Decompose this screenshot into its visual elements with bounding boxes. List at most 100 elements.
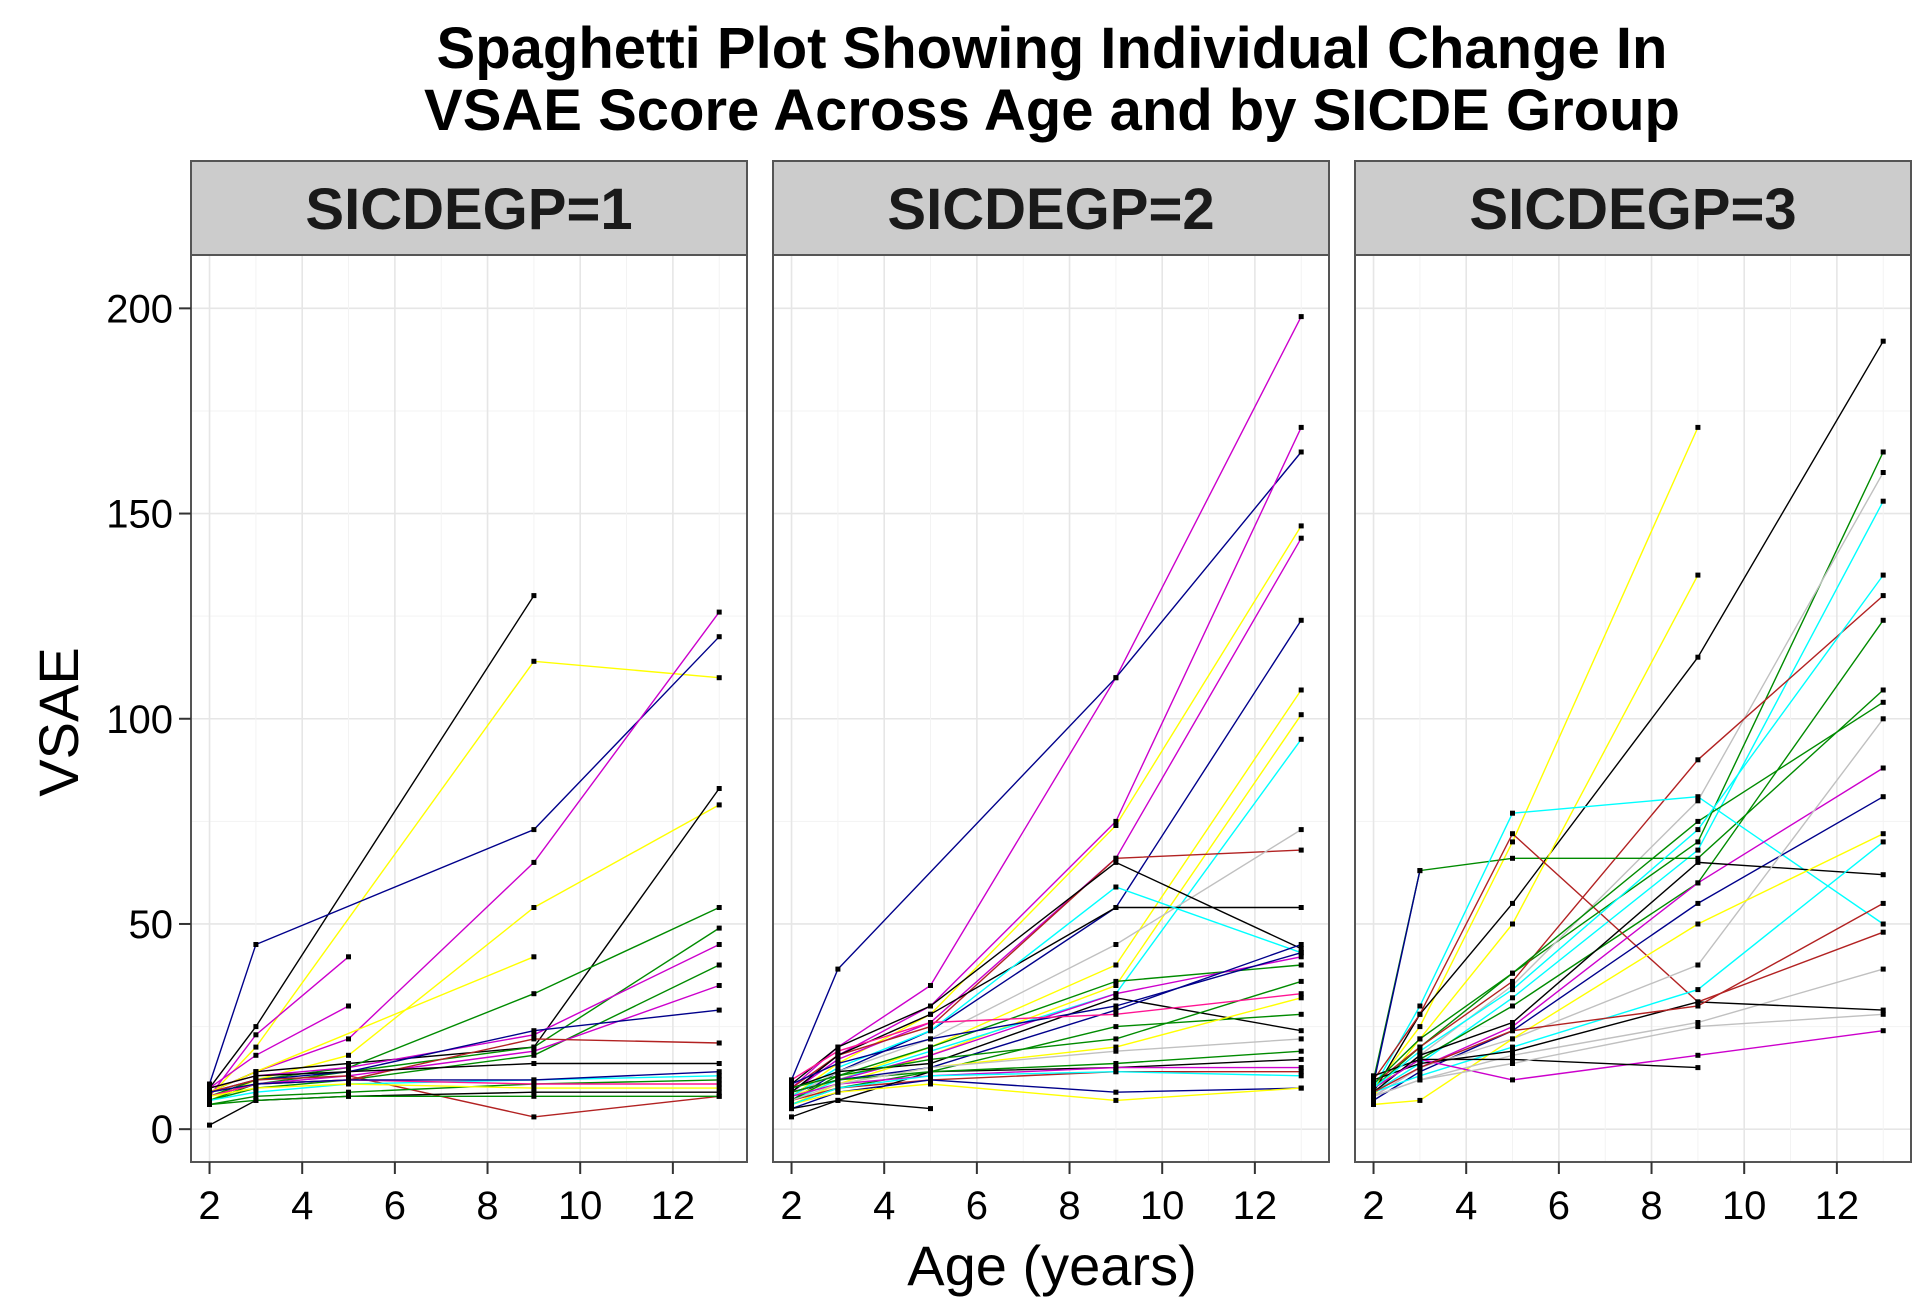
data-point (1695, 855, 1701, 861)
data-point (1298, 1056, 1304, 1062)
data-point (531, 1089, 537, 1095)
data-point (253, 1052, 259, 1058)
data-point (1510, 995, 1515, 1001)
data-point (1298, 946, 1304, 952)
data-point (1695, 757, 1701, 763)
data-point (1298, 942, 1304, 947)
data-point (716, 802, 722, 808)
data-point (1695, 987, 1701, 993)
data-point (1298, 1069, 1304, 1075)
data-point (531, 1093, 537, 1099)
data-point (1510, 987, 1515, 993)
data-point (1695, 962, 1701, 968)
data-point (1880, 716, 1886, 722)
x-tick-label: 12 (1233, 1184, 1278, 1228)
y-axis: 0 50 100 150 200 (106, 287, 191, 1152)
data-point (928, 1073, 933, 1079)
data-point (253, 942, 259, 947)
data-point (1298, 962, 1304, 968)
data-point (716, 1081, 722, 1087)
data-point (1371, 1089, 1376, 1095)
data-point (531, 954, 537, 960)
data-point (1880, 831, 1886, 837)
x-tick-label: 12 (1815, 1184, 1860, 1228)
data-point (1695, 818, 1701, 824)
data-point (1298, 736, 1304, 742)
data-point (835, 1085, 841, 1091)
data-point (1113, 1097, 1119, 1103)
facet-panel: SICDEGP=3 2 4 6 8 10 12 (1354, 160, 1912, 1228)
series-line (1372, 427, 1699, 1089)
data-point (1880, 1011, 1886, 1017)
data-point (1371, 1097, 1376, 1103)
data-point (207, 1081, 212, 1087)
data-point (1371, 1093, 1376, 1099)
data-point (1298, 1048, 1304, 1054)
data-point (928, 1028, 933, 1034)
data-point (835, 1044, 841, 1050)
data-point (835, 1081, 841, 1087)
data-point (1510, 978, 1515, 984)
x-tick-label: 10 (1140, 1184, 1185, 1228)
data-point (253, 1044, 259, 1050)
data-point (1113, 1065, 1119, 1071)
data-point (928, 1011, 933, 1017)
data-point (1298, 847, 1304, 853)
data-point (835, 1065, 841, 1071)
data-point (716, 1061, 722, 1066)
data-point (531, 1077, 537, 1083)
data-point (1695, 1024, 1701, 1030)
data-point (789, 1089, 794, 1095)
data-point (531, 827, 537, 833)
data-point (1417, 1024, 1423, 1030)
y-tick-label: 150 (106, 493, 173, 537)
data-point (1695, 847, 1701, 853)
data-point (1113, 1089, 1119, 1095)
data-point (928, 1052, 933, 1058)
data-point (1113, 859, 1119, 865)
data-point (928, 1069, 933, 1075)
data-point (1417, 1077, 1423, 1083)
panel-border (772, 254, 1330, 1163)
data-point (928, 1036, 933, 1042)
data-point (1417, 1052, 1423, 1058)
data-point (1113, 884, 1119, 890)
data-point (531, 1052, 537, 1058)
data-point (1417, 1048, 1423, 1054)
data-point (1298, 712, 1304, 718)
x-tick-label: 6 (966, 1184, 988, 1228)
data-point (531, 1048, 537, 1054)
data-point (207, 1093, 212, 1099)
data-point (716, 1007, 722, 1013)
data-point (1510, 921, 1515, 927)
x-axis-title: Age (years) (907, 1234, 1196, 1297)
points-group (789, 314, 1304, 1120)
data-point (346, 1093, 351, 1099)
data-point (1510, 1048, 1515, 1054)
x-tick-label: 6 (1548, 1184, 1570, 1228)
data-point (346, 1081, 351, 1087)
data-point (1298, 1065, 1304, 1071)
x-tick-label: 8 (1058, 1184, 1080, 1228)
data-point (1695, 999, 1701, 1005)
x-tick-label: 2 (1362, 1184, 1384, 1228)
data-point (253, 1073, 259, 1079)
data-point (716, 786, 722, 791)
data-point (1371, 1102, 1376, 1107)
data-point (1298, 535, 1304, 541)
data-point (928, 983, 933, 988)
data-point (1510, 1020, 1515, 1025)
data-point (1371, 1085, 1376, 1091)
panel-border (1354, 254, 1912, 1163)
data-point (1113, 1024, 1119, 1030)
data-point (531, 859, 537, 865)
data-point (253, 1093, 259, 1099)
data-point (1510, 970, 1515, 976)
data-point (531, 905, 537, 910)
data-point (1298, 1028, 1304, 1034)
data-point (1695, 880, 1701, 886)
data-point (1417, 1065, 1423, 1071)
data-point (716, 925, 722, 931)
data-point (1298, 1073, 1304, 1079)
data-point (1113, 962, 1119, 968)
